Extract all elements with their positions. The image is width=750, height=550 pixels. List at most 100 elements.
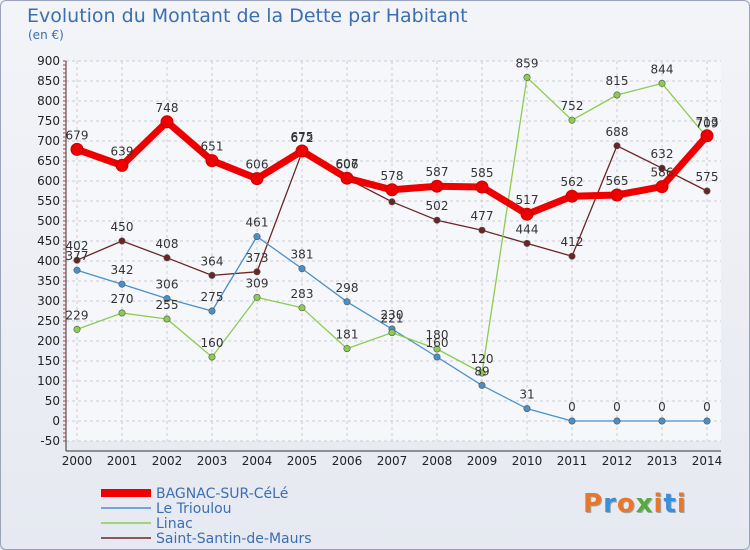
data-point	[388, 329, 396, 337]
data-point	[163, 254, 171, 262]
data-label: 672	[291, 131, 314, 145]
data-label: 298	[336, 281, 359, 295]
y-tick-label: 900	[37, 54, 60, 68]
data-point	[700, 129, 714, 143]
data-point	[388, 198, 396, 206]
data-label: 160	[426, 336, 449, 350]
data-label: 381	[291, 248, 314, 262]
data-point	[430, 179, 444, 193]
data-point	[610, 188, 624, 202]
y-tick-label: 100	[37, 374, 60, 388]
data-label: 679	[66, 128, 89, 142]
data-label: 713	[696, 115, 719, 129]
data-point	[568, 116, 576, 124]
data-label: 229	[66, 308, 89, 322]
data-point	[343, 298, 351, 306]
data-label: 181	[336, 328, 359, 342]
data-label: 364	[201, 254, 224, 268]
data-point	[73, 325, 81, 333]
data-label: 639	[111, 144, 134, 158]
data-point	[253, 233, 261, 241]
data-label: 586	[651, 166, 674, 180]
data-label: 0	[568, 400, 576, 414]
y-tick-label: 700	[37, 134, 60, 148]
data-label: 606	[336, 158, 359, 172]
x-tick-label: 2003	[197, 454, 228, 468]
data-point	[433, 345, 441, 353]
data-point	[433, 353, 441, 361]
y-tick-label: 0	[52, 414, 60, 428]
data-label: 402	[66, 239, 89, 253]
x-tick-label: 2001	[107, 454, 138, 468]
data-point	[703, 187, 711, 195]
data-point	[253, 293, 261, 301]
data-point	[568, 252, 576, 260]
x-tick-label: 2004	[242, 454, 273, 468]
data-label: 688	[606, 125, 629, 139]
data-label: 815	[606, 74, 629, 88]
data-label: 412	[561, 235, 584, 249]
data-point	[568, 417, 576, 425]
data-point	[658, 79, 666, 87]
x-tick-label: 2012	[602, 454, 633, 468]
x-tick-label: 2011	[557, 454, 588, 468]
data-label: 575	[696, 170, 719, 184]
data-label: 859	[516, 56, 539, 70]
x-tick-label: 2010	[512, 454, 543, 468]
x-tick-label: 2000	[62, 454, 93, 468]
data-label: 275	[201, 290, 224, 304]
chart-subtitle: (en €)	[28, 28, 64, 42]
data-label: 283	[291, 287, 314, 301]
y-tick-label: 450	[37, 234, 60, 248]
legend-label: Le Trioulou	[156, 501, 232, 517]
data-point	[613, 417, 621, 425]
data-label: 632	[651, 147, 674, 161]
data-label: 606	[246, 158, 269, 172]
chart-title: Evolution du Montant de la Dette par Hab…	[27, 5, 468, 27]
data-label: 0	[613, 400, 621, 414]
legend-label: Saint-Santin-de-Maurs	[156, 531, 312, 547]
data-point	[565, 189, 579, 203]
data-label: 255	[156, 298, 179, 312]
data-label: 450	[111, 220, 134, 234]
data-label: 342	[111, 263, 134, 277]
y-tick-label: 400	[37, 254, 60, 268]
data-point	[475, 180, 489, 194]
data-label: 180	[426, 328, 449, 342]
data-point	[163, 295, 171, 303]
y-tick-label: 300	[37, 294, 60, 308]
x-tick-label: 2002	[152, 454, 183, 468]
data-label: 0	[703, 400, 711, 414]
data-label: 230	[381, 308, 404, 322]
data-point	[343, 345, 351, 353]
x-tick-label: 2005	[287, 454, 318, 468]
data-point	[208, 271, 216, 279]
data-label: 31	[519, 388, 534, 402]
data-point	[520, 207, 534, 221]
data-label: 408	[156, 237, 179, 251]
data-point	[208, 353, 216, 361]
x-tick-label: 2009	[467, 454, 498, 468]
y-tick-label: 850	[37, 74, 60, 88]
data-label: 461	[246, 216, 269, 230]
data-label: 221	[381, 312, 404, 326]
data-point	[73, 266, 81, 274]
data-label: 607	[336, 157, 359, 171]
data-point	[613, 91, 621, 99]
data-label: 270	[111, 292, 134, 306]
data-point	[340, 171, 354, 185]
x-tick-label: 2008	[422, 454, 453, 468]
data-label: 651	[201, 140, 224, 154]
data-point	[163, 315, 171, 323]
y-tick-label: 200	[37, 334, 60, 348]
data-point	[385, 183, 399, 197]
data-label: 377	[66, 249, 89, 263]
data-label: 160	[201, 336, 224, 350]
data-label: 562	[561, 175, 584, 189]
data-label: 477	[471, 209, 494, 223]
data-label: 709	[696, 116, 719, 130]
data-label: 444	[516, 222, 539, 236]
proxiti-logo: Proxiti	[583, 489, 687, 519]
